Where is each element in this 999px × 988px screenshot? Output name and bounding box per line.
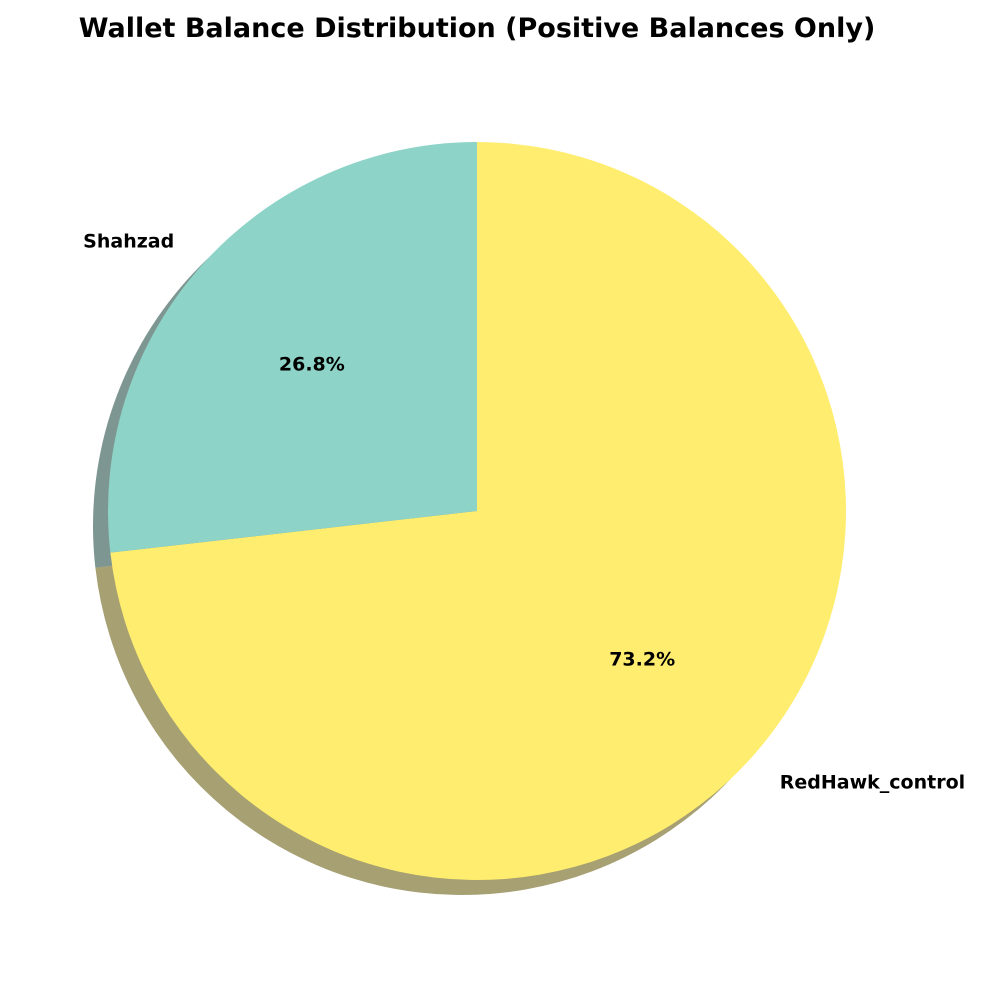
- pie-slices: [108, 142, 847, 880]
- slice-percentage-label: 73.2%: [609, 648, 675, 670]
- slice-label: RedHawk_control: [780, 771, 965, 793]
- slice-percentage-label: 26.8%: [279, 354, 345, 376]
- pie-slice-shahzad: [108, 142, 478, 553]
- chart-title: Wallet Balance Distribution (Positive Ba…: [79, 13, 876, 44]
- pie-slice-redhawk-control: [110, 142, 847, 880]
- pie-labels: RedHawk_control 73.2% Shahzad 26.8%: [83, 231, 965, 794]
- slice-label: Shahzad: [83, 231, 174, 253]
